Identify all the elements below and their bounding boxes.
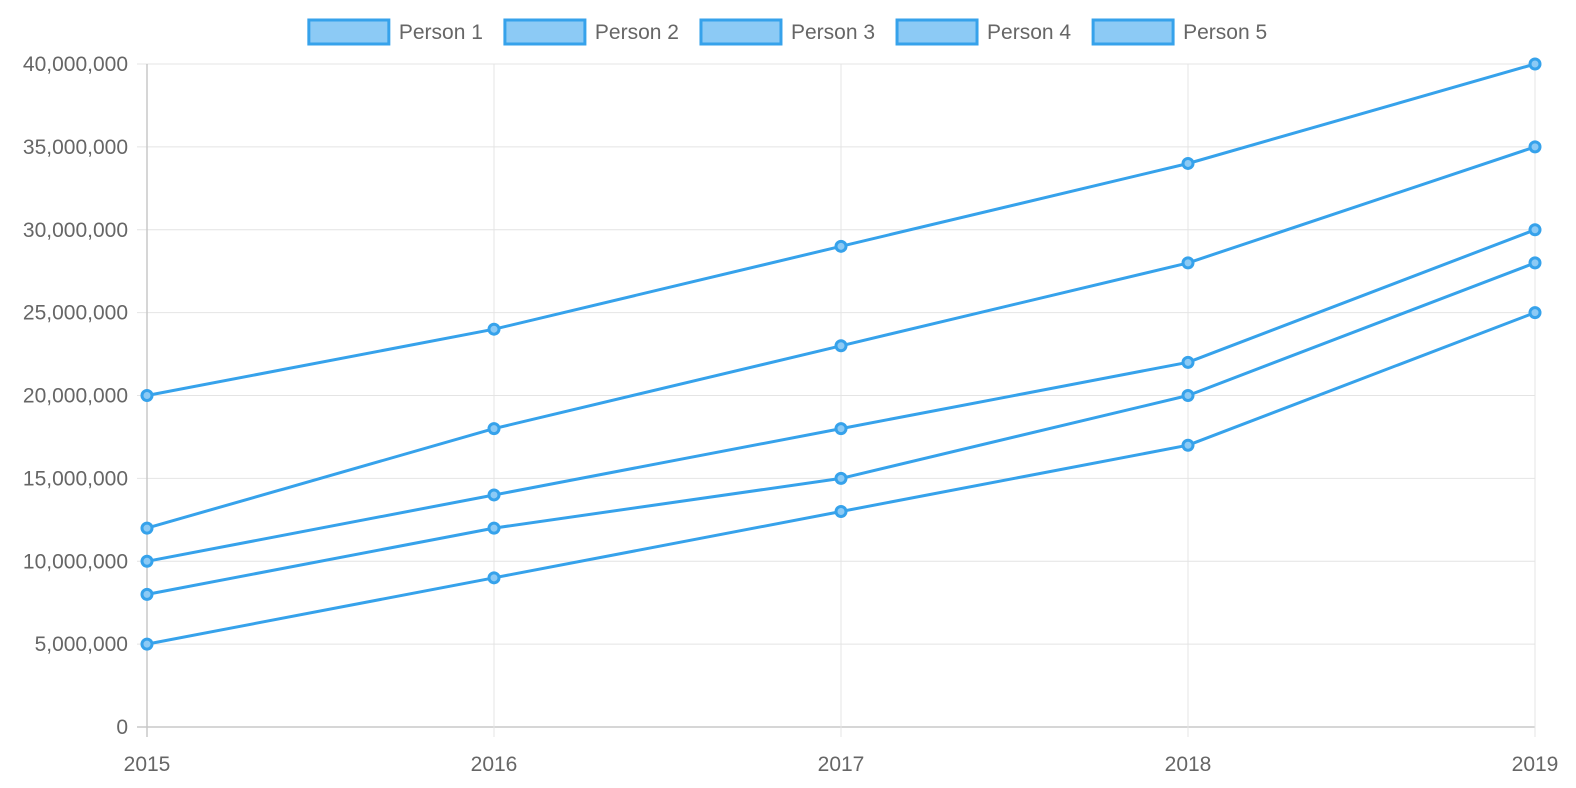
y-tick-label: 20,000,000 bbox=[23, 385, 128, 408]
data-point bbox=[140, 554, 154, 568]
data-point bbox=[140, 587, 154, 601]
x-axis-ticks: 2015 2016 2017 2018 2019 bbox=[124, 753, 1559, 776]
data-point bbox=[1181, 256, 1195, 270]
legend-label: Person 5 bbox=[1183, 21, 1267, 44]
legend-swatch bbox=[307, 18, 391, 46]
legend-item-3[interactable]: Person 3 bbox=[699, 18, 875, 46]
data-point bbox=[487, 422, 501, 436]
y-tick-label: 10,000,000 bbox=[23, 550, 128, 573]
data-point bbox=[1181, 389, 1195, 402]
legend-item-4[interactable]: Person 4 bbox=[895, 18, 1071, 46]
data-point bbox=[140, 389, 154, 402]
legend-label: Person 4 bbox=[987, 21, 1071, 44]
y-tick-label: 30,000,000 bbox=[23, 219, 128, 242]
data-point bbox=[1181, 156, 1195, 170]
data-point bbox=[1181, 355, 1195, 369]
data-point bbox=[487, 521, 501, 535]
data-point bbox=[1528, 140, 1542, 154]
data-point bbox=[834, 239, 848, 253]
data-point bbox=[487, 488, 501, 502]
x-tick-label: 2019 bbox=[1512, 753, 1559, 776]
data-point bbox=[1181, 438, 1195, 452]
data-point bbox=[834, 471, 848, 485]
legend-swatch bbox=[1091, 18, 1175, 46]
series-points bbox=[140, 57, 1542, 651]
data-point bbox=[834, 339, 848, 353]
legend-label: Person 2 bbox=[595, 21, 679, 44]
data-point bbox=[834, 422, 848, 436]
legend-swatch bbox=[699, 18, 783, 46]
y-tick-label: 0 bbox=[116, 716, 128, 739]
data-point bbox=[1528, 256, 1542, 270]
x-tick-label: 2016 bbox=[471, 753, 518, 776]
x-tick-label: 2018 bbox=[1165, 753, 1212, 776]
legend: Person 1 Person 2 Person 3 Person 4 Person 5 bbox=[307, 18, 1267, 46]
legend-swatch bbox=[503, 18, 587, 46]
legend-swatch bbox=[895, 18, 979, 46]
data-point bbox=[487, 571, 501, 585]
legend-item-2[interactable]: Person 2 bbox=[503, 18, 679, 46]
y-tick-label: 25,000,000 bbox=[23, 302, 128, 325]
y-axis-ticks: 0 5,000,000 10,000,000 15,000,000 20,000,000… bbox=[23, 53, 128, 739]
data-point bbox=[1528, 306, 1542, 320]
y-gridlines bbox=[137, 63, 1535, 728]
x-gridlines bbox=[146, 64, 1536, 737]
legend-item-1[interactable]: Person 1 bbox=[307, 18, 483, 46]
x-tick-label: 2015 bbox=[124, 753, 171, 776]
data-point bbox=[140, 637, 154, 651]
data-point bbox=[1528, 57, 1542, 71]
legend-label: Person 1 bbox=[399, 21, 483, 44]
x-tick-label: 2017 bbox=[818, 753, 865, 776]
data-point bbox=[487, 322, 501, 336]
y-tick-label: 5,000,000 bbox=[35, 633, 128, 656]
data-point bbox=[834, 505, 848, 519]
y-tick-label: 40,000,000 bbox=[23, 53, 128, 76]
y-tick-label: 15,000,000 bbox=[23, 467, 128, 490]
y-tick-label: 35,000,000 bbox=[23, 136, 128, 159]
data-point bbox=[140, 521, 154, 535]
legend-item-5[interactable]: Person 5 bbox=[1091, 18, 1267, 46]
legend-label: Person 3 bbox=[791, 21, 875, 44]
data-point bbox=[1528, 223, 1542, 237]
